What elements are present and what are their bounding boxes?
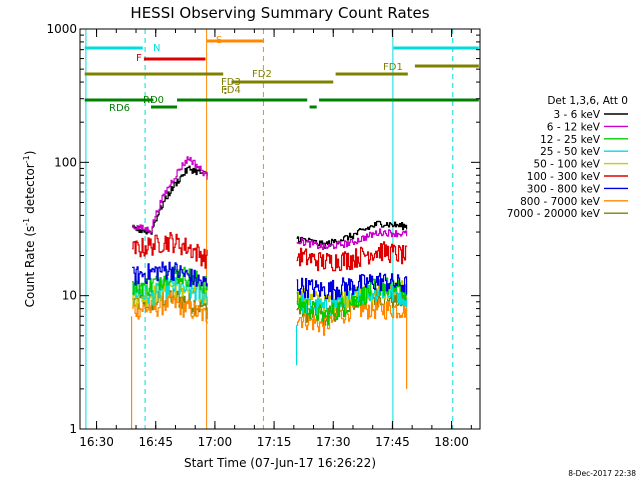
plot-area xyxy=(84,29,479,429)
x-tick-label: 18:00 xyxy=(434,435,469,449)
legend-title: Det 1,3,6, Att 0 xyxy=(547,95,628,107)
flag-label: N xyxy=(153,43,160,54)
flag-label: FD3 xyxy=(221,77,241,88)
series-line-segment-1 xyxy=(132,232,208,269)
legend-entry-label: 3 - 6 keV xyxy=(553,109,600,121)
series-line-segment-2 xyxy=(296,277,408,326)
legend-entry-label: 300 - 800 keV xyxy=(527,183,601,195)
series-line-segment-2 xyxy=(296,220,408,249)
flag-label: FD2 xyxy=(252,69,272,80)
series-line-segment-1 xyxy=(132,261,208,287)
y-tick-label: 100 xyxy=(54,155,77,169)
y-tick-label: 10 xyxy=(62,289,77,303)
y-axis-label-part2: detector xyxy=(23,163,37,218)
flag-marker xyxy=(224,88,227,90)
x-tick-label: 17:15 xyxy=(257,435,292,449)
y-axis-label-sup1: -1 xyxy=(22,218,31,226)
x-tick-label: 17:45 xyxy=(375,435,410,449)
x-tick-label: 17:00 xyxy=(198,435,233,449)
x-axis-label: Start Time (07-Jun-17 16:26:22) xyxy=(184,456,376,470)
plot-frame xyxy=(79,28,481,430)
y-tick-label: 1 xyxy=(69,422,77,436)
x-axis: 16:30 16:45 17:00 17:15 17:30 17:45 18:00 xyxy=(79,29,472,449)
legend-entry-label: 6 - 12 keV xyxy=(547,121,601,133)
series-line-segment-2 xyxy=(296,272,408,300)
flag-label: FD4 xyxy=(221,85,241,96)
legend-entry-label: 100 - 300 keV xyxy=(527,171,601,183)
y-axis-label: Count Rate (s-1 detector-1) xyxy=(22,151,37,308)
legend-entry-label: 12 - 25 keV xyxy=(540,134,601,146)
legend-entry-label: 50 - 100 keV xyxy=(533,159,600,171)
flag-marker xyxy=(224,92,227,94)
series-line-segment-1 xyxy=(132,156,208,234)
flag-label: F xyxy=(136,53,142,64)
legend-entry-label: 7000 - 20000 keV xyxy=(507,208,601,220)
series-line-segment-1 xyxy=(132,165,208,235)
flag-label: FD1 xyxy=(383,62,403,73)
series-line-segment-1 xyxy=(132,292,208,324)
x-tick-label: 17:30 xyxy=(316,435,351,449)
y-axis-label-part3: ) xyxy=(23,151,37,156)
y-axis-label-part1: Count Rate (s xyxy=(23,226,37,308)
y-axis: 1 10 100 1000 xyxy=(46,22,480,436)
legend-entry-label: 25 - 50 keV xyxy=(540,146,601,158)
chart-title: HESSI Observing Summary Count Rates xyxy=(130,4,429,22)
y-tick-label: 1000 xyxy=(46,22,77,36)
x-tick-label: 16:45 xyxy=(138,435,173,449)
legend-entry-label: 800 - 7000 keV xyxy=(520,196,601,208)
series-line-segment-2 xyxy=(296,241,408,272)
x-tick-label: 16:30 xyxy=(79,435,114,449)
flag-label: RD0 xyxy=(143,95,164,106)
y-axis-label-sup2: -1 xyxy=(22,155,31,163)
flag-label: S xyxy=(216,35,222,46)
flag-label: RD6 xyxy=(109,103,130,114)
footer-timestamp: 8-Dec-2017 22:38 xyxy=(568,469,636,478)
series-line-segment-2 xyxy=(296,228,408,250)
